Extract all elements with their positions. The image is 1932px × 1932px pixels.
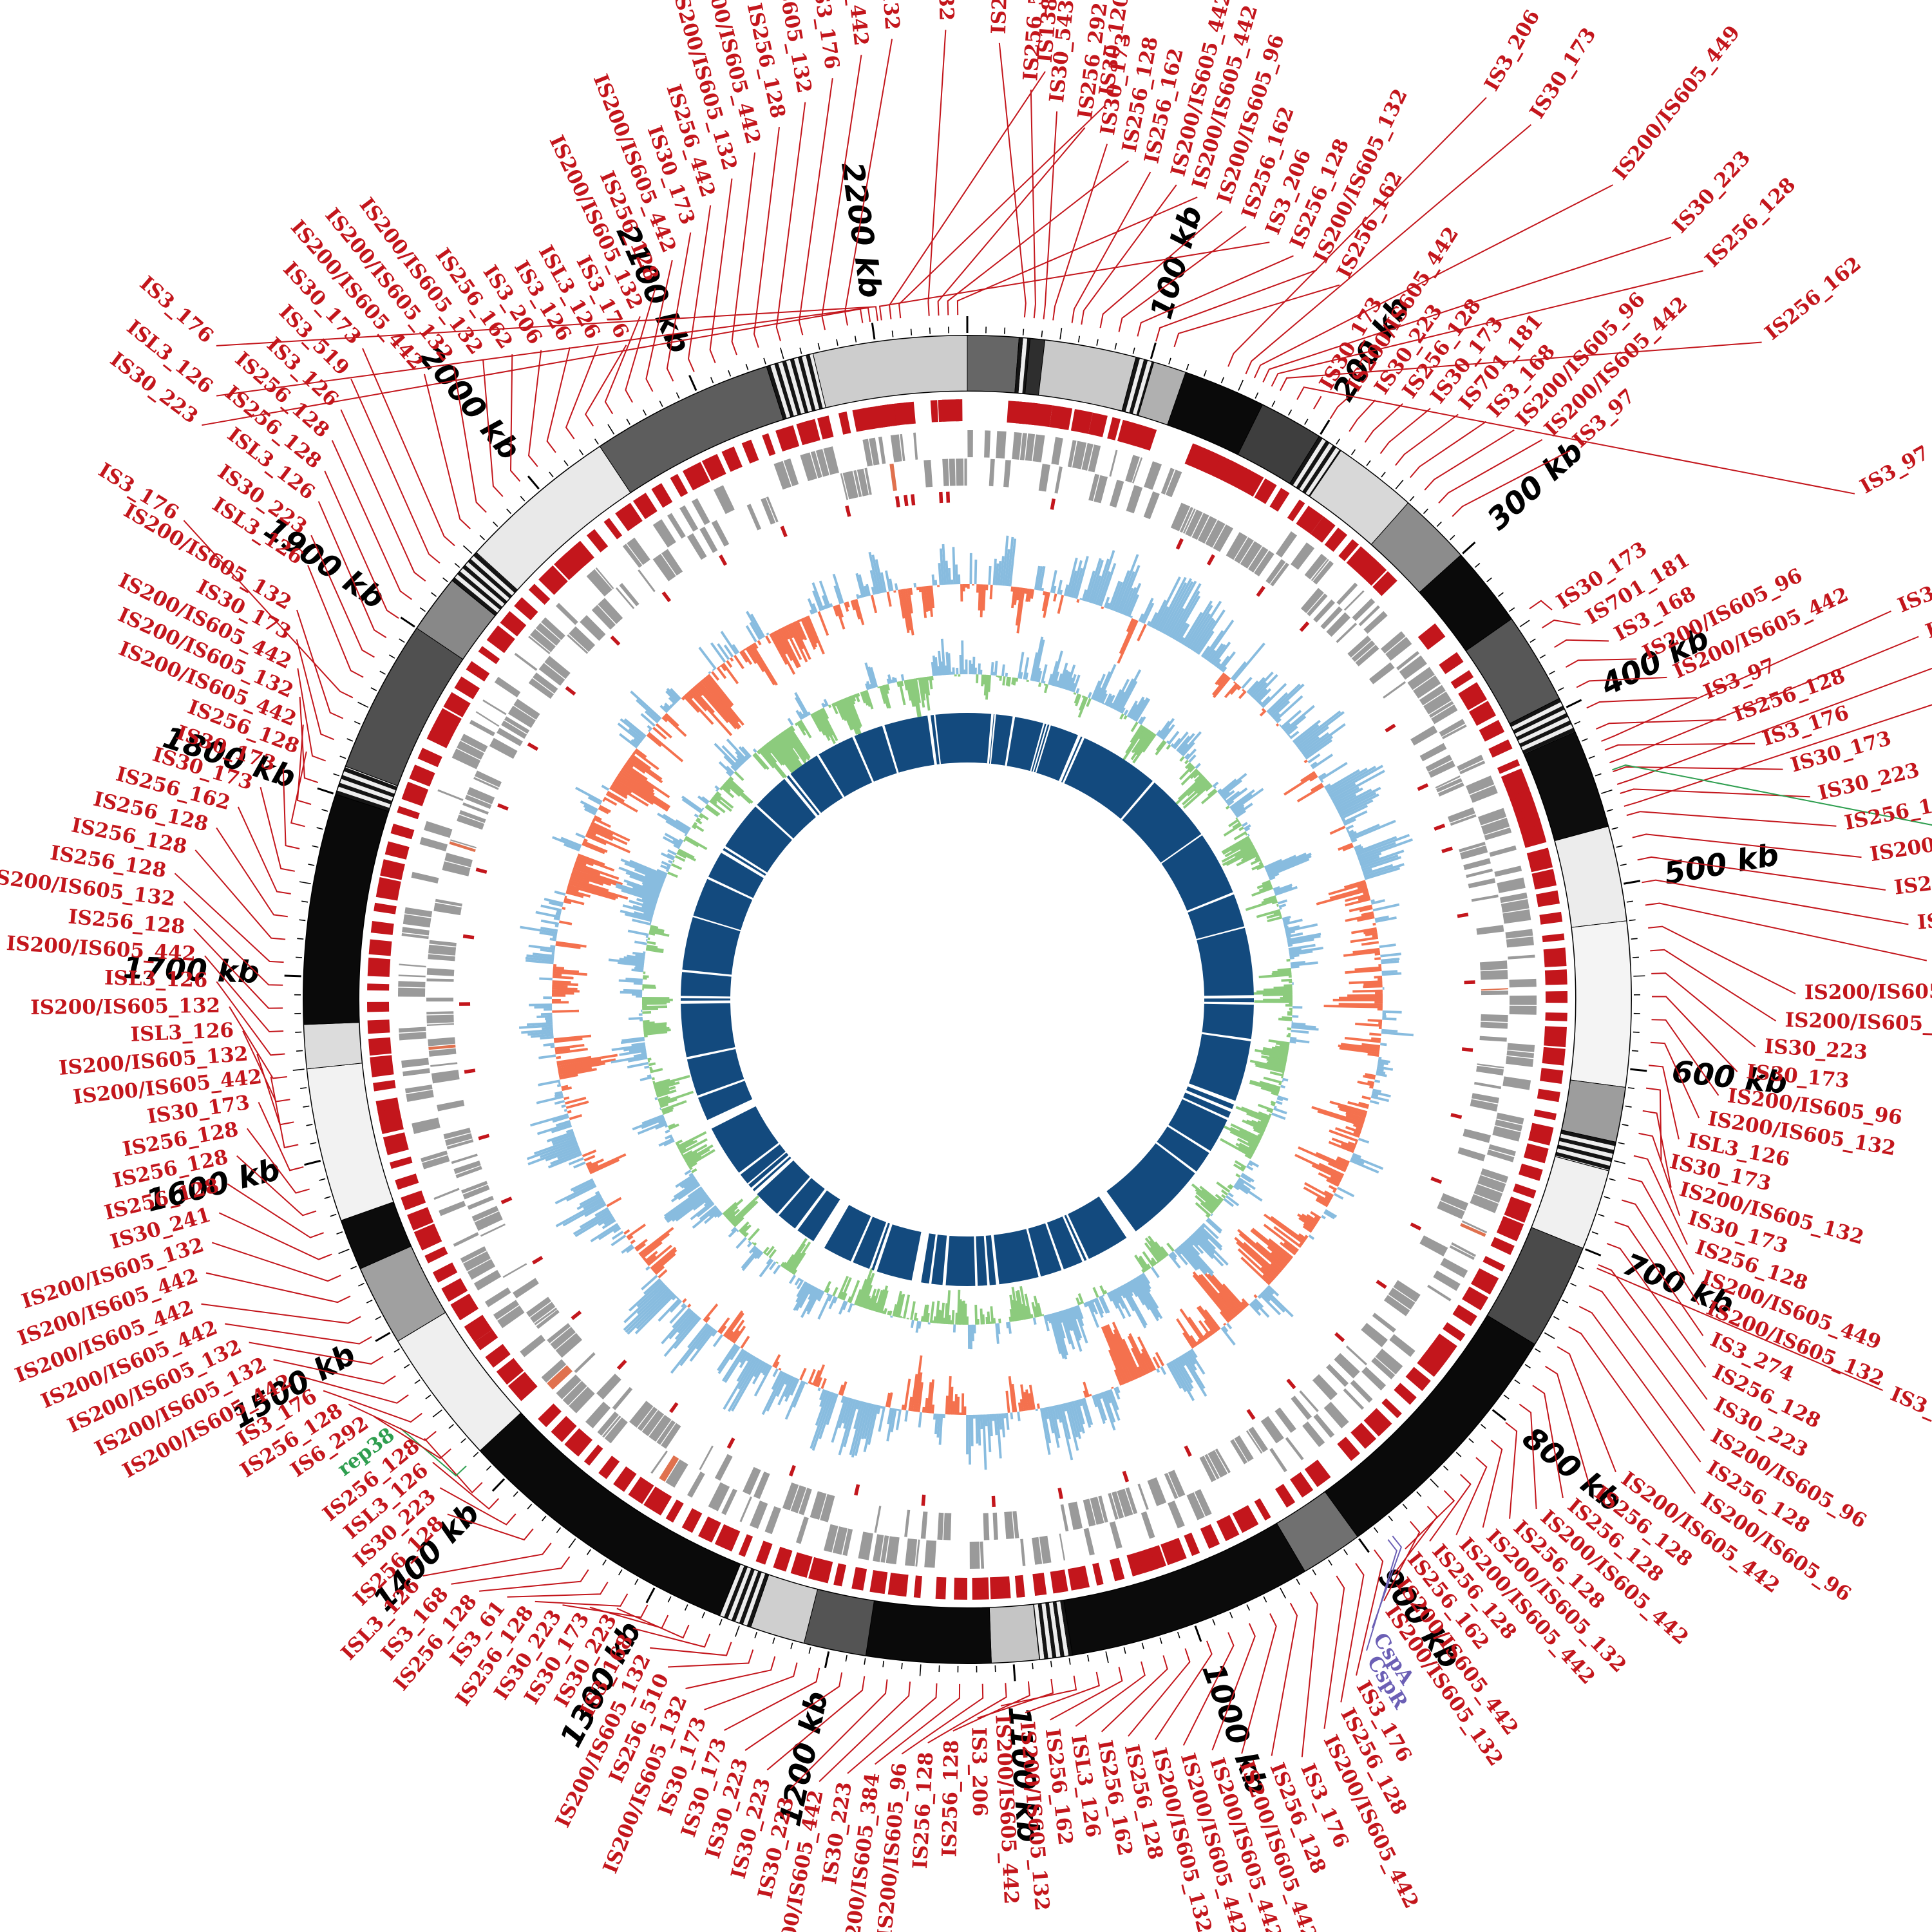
core-genome-ring <box>680 713 1255 1286</box>
gene-track <box>398 430 1537 1569</box>
gene-label: IS256_128 <box>938 1739 963 1857</box>
karyotype-ring <box>303 335 1632 1664</box>
is-minor-dash-track <box>459 491 1475 1508</box>
gene-label: ISL3_126 <box>104 967 208 992</box>
axis-tick-label: 300 kb <box>1481 433 1590 537</box>
gene-label: IS3_97 <box>1856 441 1932 498</box>
gene-label: IS3_176 <box>1895 562 1932 618</box>
gene-label: IS30_173 <box>1526 24 1601 123</box>
gene-label: IS200/IS605_442 <box>1804 980 1932 1004</box>
is-element-track <box>367 399 1568 1600</box>
skew-track-2 <box>608 636 1323 1359</box>
gene-label: IS200/IS605_132 <box>30 994 220 1019</box>
gene-label: IS256_162 <box>1761 252 1866 345</box>
gene-label: IS30_223 <box>1764 1035 1868 1064</box>
gene-label: ISL3_126 <box>130 1019 234 1046</box>
gene-label: IS200/IS605_164 <box>987 0 1017 34</box>
gene-label: IS200/IS605_132 <box>1785 1009 1932 1037</box>
gene-label: IS256_162 <box>1893 862 1932 899</box>
gene-label: IS3_206 <box>1480 6 1544 95</box>
gene-label: IS200/IS605_132 <box>866 0 904 31</box>
gene-label: IS3_176 <box>808 0 844 71</box>
axis-tick-label: 1700 kb <box>122 951 260 990</box>
gene-label: IS3_442 <box>1887 1383 1932 1439</box>
gene-label: IS3_206 <box>967 1727 991 1817</box>
label-leader-lines <box>174 30 1932 1790</box>
gene-label: IS200/IS605_132 <box>931 0 958 21</box>
axis-tick-label: 2000 kb <box>412 339 527 467</box>
gene-label: IS200/IS605_449 <box>1609 21 1745 184</box>
skew-track-1 <box>518 535 1414 1470</box>
axis-tick-label: 100 kb <box>1144 202 1209 323</box>
gene-label: IS256_128 <box>909 1751 938 1869</box>
gene-label: IS256_128 <box>1917 902 1932 934</box>
